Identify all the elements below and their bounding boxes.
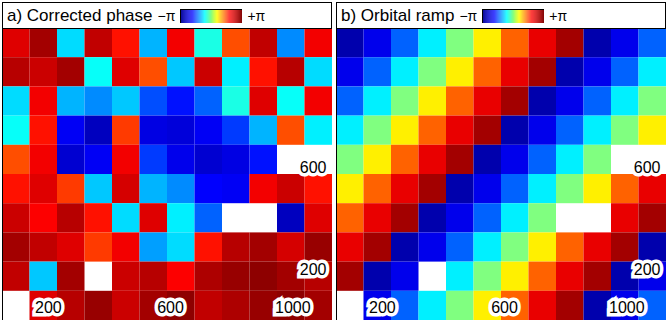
svg-text:600: 600 (491, 299, 518, 316)
svg-text:1000: 1000 (275, 299, 311, 316)
html-text:+π: +π (247, 7, 266, 24)
svg-text:200: 200 (634, 261, 661, 278)
html-text:b) Orbital ramp −π: b) Orbital ramp −π (341, 5, 478, 25)
svg-text:200: 200 (300, 261, 327, 278)
svg-text:600: 600 (300, 159, 327, 176)
svg-text:200: 200 (35, 299, 62, 316)
svg-text:600: 600 (634, 159, 661, 176)
svg-text:1000: 1000 (609, 299, 645, 316)
html-text:a) Corrected phase −π: a) Corrected phase −π (7, 5, 176, 25)
svg-text:600: 600 (157, 299, 184, 316)
svg-text:200: 200 (369, 299, 396, 316)
html-text:+π: +π (549, 7, 568, 24)
